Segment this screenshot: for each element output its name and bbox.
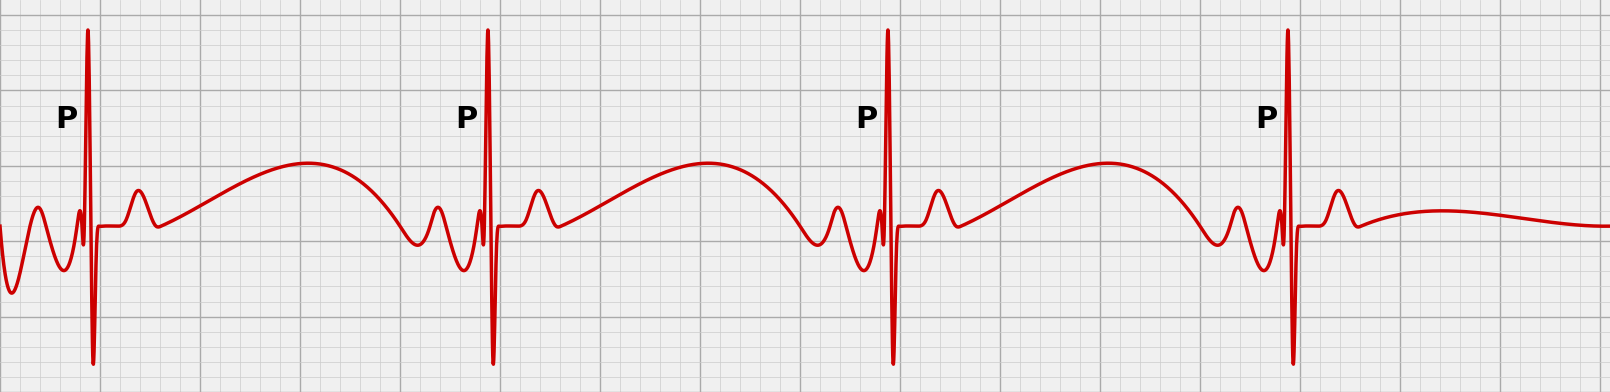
Text: P: P <box>55 105 77 134</box>
Text: P: P <box>456 105 477 134</box>
Text: P: P <box>1256 105 1277 134</box>
Text: P: P <box>855 105 877 134</box>
